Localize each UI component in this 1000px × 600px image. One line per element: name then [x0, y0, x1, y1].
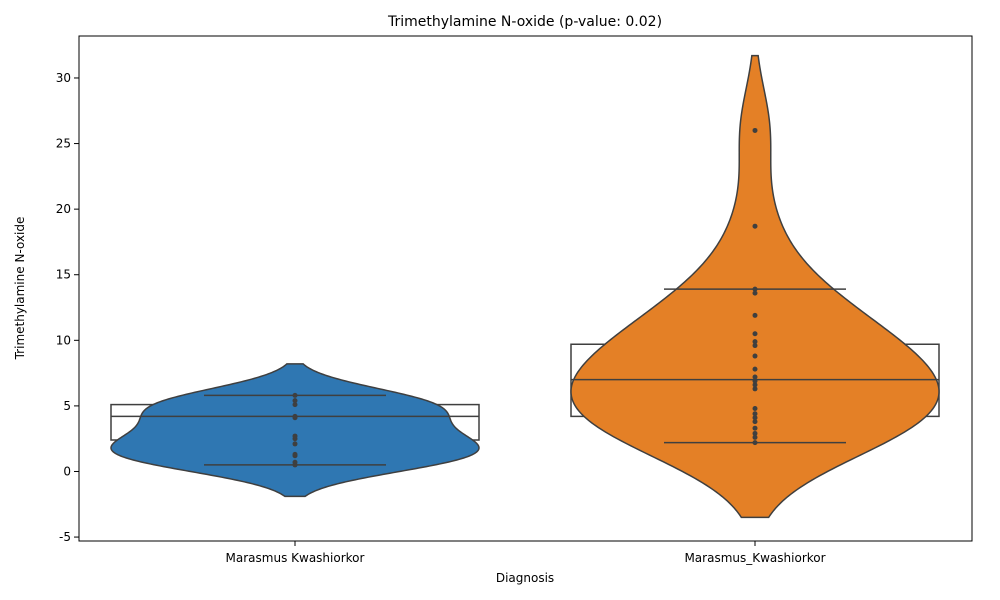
violin-body [570, 54, 940, 519]
data-point [752, 440, 758, 446]
y-tick-label: 20 [56, 202, 71, 216]
data-point [752, 286, 758, 292]
violin-body [110, 363, 480, 498]
data-point [292, 413, 298, 419]
data-point [752, 430, 758, 436]
x-axis: Marasmus Kwashiorkor Marasmus_Kwashiorkor [226, 541, 826, 565]
data-point [752, 382, 758, 388]
data-point [292, 459, 298, 465]
x-tick-label: Marasmus_Kwashiorkor [684, 551, 825, 565]
y-tick-label: 30 [56, 71, 71, 85]
data-point [752, 425, 758, 431]
data-point [752, 419, 758, 425]
data-point [752, 312, 758, 318]
y-axis-label: Trimethylamine N-oxide [13, 217, 27, 361]
chart-title: Trimethylamine N-oxide (p-value: 0.02) [387, 14, 662, 30]
x-axis-label: Diagnosis [496, 571, 554, 585]
y-axis: -5 0 5 10 15 20 25 30 [56, 71, 79, 544]
data-point [752, 386, 758, 392]
x-tick-label: Marasmus Kwashiorkor [226, 551, 365, 565]
data-point [752, 290, 758, 296]
y-tick-label: -5 [59, 530, 71, 544]
data-point [752, 353, 758, 359]
data-point [752, 366, 758, 372]
data-point [752, 378, 758, 384]
y-tick-label: 10 [56, 333, 71, 347]
y-tick-label: 25 [56, 137, 71, 151]
data-point [752, 415, 758, 421]
y-tick-label: 0 [63, 464, 71, 478]
plot-frame [78, 35, 973, 542]
y-tick-label: 15 [56, 268, 71, 282]
data-point [752, 406, 758, 412]
data-point [292, 441, 298, 447]
data-point [752, 374, 758, 380]
data-point [752, 331, 758, 337]
violin-group-2 [570, 54, 940, 519]
data-point [292, 398, 298, 404]
data-point [752, 223, 758, 229]
data-point [752, 343, 758, 349]
data-point [752, 434, 758, 440]
data-point [292, 392, 298, 398]
violin-group-1 [110, 363, 480, 498]
y-tick-label: 5 [63, 399, 71, 413]
data-point [292, 402, 298, 408]
data-point [752, 411, 758, 417]
data-point [292, 433, 298, 439]
data-point [752, 339, 758, 345]
data-point [752, 127, 758, 133]
data-point [292, 451, 298, 457]
